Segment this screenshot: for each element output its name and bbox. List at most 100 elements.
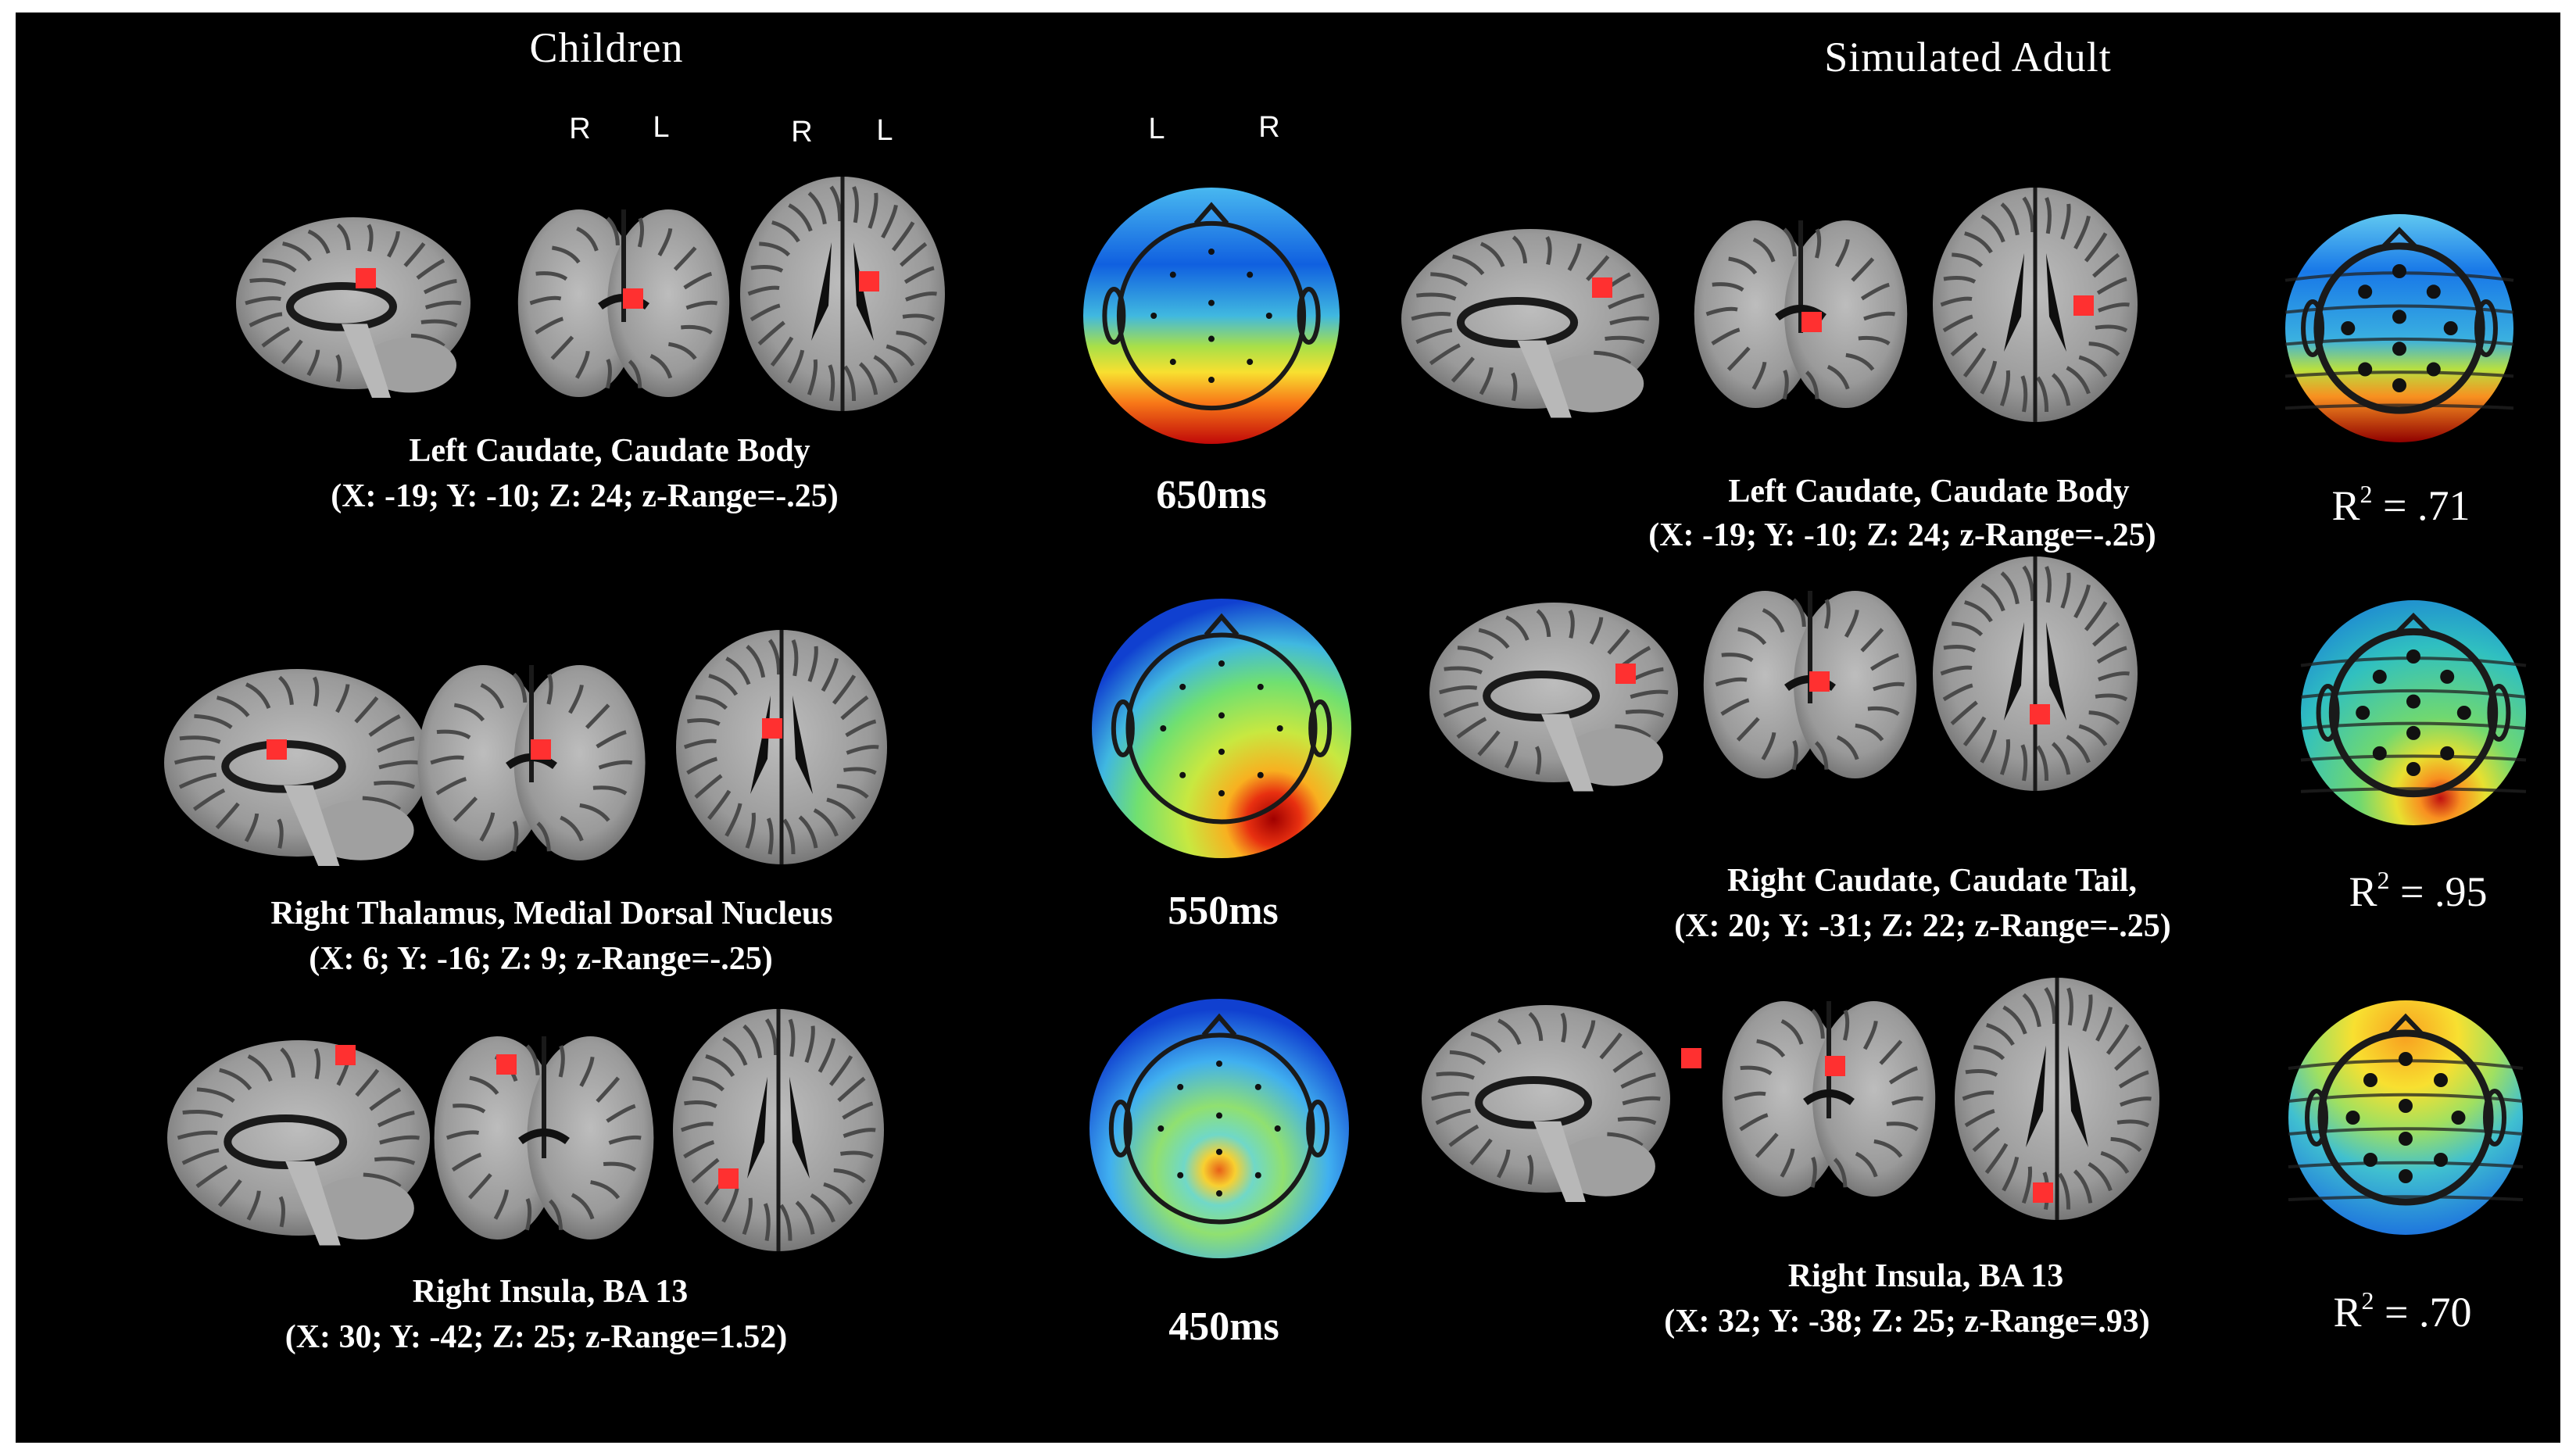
adult-row1-coronal [1694, 220, 1908, 408]
activation-marker [1592, 277, 1612, 298]
head-outline [1123, 1032, 1315, 1225]
children-row1-topomap [1083, 188, 1340, 444]
electrode [1276, 725, 1283, 732]
activation-marker [267, 739, 287, 760]
electrode [2392, 342, 2406, 356]
electrode [2392, 378, 2406, 392]
left-hemisphere [1703, 591, 1826, 778]
electrode [1208, 377, 1215, 383]
contour-line [2284, 403, 2514, 410]
electrode [1218, 748, 1225, 755]
electrode [1216, 1190, 1222, 1197]
electrode [1208, 299, 1215, 306]
electrode [2406, 694, 2420, 709]
adult-row3-axial [1955, 978, 2159, 1220]
activation-marker [356, 268, 376, 288]
right-ear [1297, 287, 1321, 345]
adult-row1-region: Left Caudate, Caudate Body [1728, 474, 2130, 510]
children-row2-time: 550ms [1168, 889, 1279, 933]
electrode [2406, 649, 2420, 664]
activation-marker [1615, 664, 1636, 684]
electrode [1247, 359, 1254, 366]
children-row3-coords: (X: 30; Y: -42; Z: 25; z-Range=1.52) [284, 1319, 788, 1355]
cerebellum [309, 1177, 414, 1240]
adult-row1-sagittal [1401, 229, 1659, 418]
left-ear [1108, 1100, 1132, 1157]
electrode [2372, 746, 2387, 760]
contour-line [2288, 1161, 2524, 1168]
contour-line [2288, 1195, 2524, 1201]
electrode [2345, 1111, 2360, 1125]
right-ear [1308, 699, 1333, 757]
right-hemisphere [1812, 1001, 1936, 1197]
electrode [1179, 771, 1186, 778]
left-ear [2305, 1089, 2328, 1147]
simulated-adult-header: Simulated Adult [1824, 34, 2112, 80]
ventricles [1803, 1089, 1855, 1106]
brainstem [1541, 714, 1594, 792]
right-hemisphere [607, 209, 730, 397]
electrode [1157, 1125, 1165, 1132]
cerebellum [1540, 355, 1644, 413]
adult-row2-region: Right Caudate, Caudate Tail, [1727, 863, 2137, 899]
electrode [2392, 264, 2406, 278]
adult-row2-axial [1933, 556, 2138, 791]
children-row1-axial [740, 177, 945, 411]
right-ear [2487, 684, 2511, 742]
head-outline [1125, 632, 1318, 825]
coronal-right-label: R [569, 113, 591, 145]
electrode [2440, 669, 2455, 684]
right-hemisphere [513, 665, 646, 860]
children-row2-coords: (X: 6; Y: -16; Z: 9; z-Range=-.25) [309, 941, 773, 977]
left-hemisphere [417, 665, 549, 860]
nose-marker [2395, 612, 2431, 634]
electrode [2399, 1132, 2413, 1146]
electrode [1218, 712, 1225, 719]
electrode [2358, 362, 2373, 377]
lateral-ventricles [2004, 253, 2066, 352]
children-row3-coronal [434, 1036, 654, 1240]
electrode [1208, 335, 1215, 342]
head-outline [1116, 220, 1307, 411]
electrode [2392, 309, 2406, 324]
activation-marker [531, 739, 551, 760]
electrode [2399, 1099, 2413, 1113]
brainstem [285, 1161, 341, 1246]
activation-marker [859, 271, 879, 292]
lateral-ventricles [2026, 1045, 2088, 1147]
electrode [1150, 313, 1157, 319]
children-row2-topomap [1092, 599, 1351, 858]
electrode [2426, 362, 2441, 377]
electrode [1177, 1172, 1184, 1179]
electrode [1169, 271, 1176, 278]
electrode [2399, 1052, 2413, 1066]
cerebellum [1555, 1136, 1655, 1197]
corpus-callosum [1475, 1076, 1593, 1129]
adult-row3-topomap [2288, 1000, 2524, 1235]
children-row3-axial [673, 1009, 884, 1251]
adult-row2-coords: (X: 20; Y: -31; Z: 22; z-Range=-.25) [1674, 908, 2171, 944]
electrode [2363, 1073, 2377, 1087]
electrode [2372, 669, 2387, 684]
topomap-right-label: R [1258, 111, 1280, 144]
contour-line [2300, 754, 2527, 762]
right-ear [2483, 1089, 2506, 1147]
electrode [2426, 284, 2441, 299]
adult-row3-coronal [1722, 1001, 1936, 1197]
coronal-left-label: L [653, 111, 670, 144]
contour-line [2300, 689, 2527, 699]
activation-marker [2030, 704, 2050, 724]
electrode [1218, 660, 1225, 667]
activation-marker [718, 1168, 739, 1189]
electrode [2358, 284, 2373, 299]
electrode [2456, 706, 2471, 720]
left-ear [1102, 287, 1126, 345]
right-hemisphere [1794, 591, 1917, 778]
children-row2-region: Right Thalamus, Medial Dorsal Nucleus [270, 896, 833, 932]
activation-marker [1809, 671, 1830, 692]
left-ear [2301, 299, 2325, 357]
children-row3-time: 450ms [1168, 1304, 1279, 1349]
activation-marker [2073, 295, 2094, 316]
activation-marker [2033, 1182, 2053, 1203]
children-row1-region: Left Caudate, Caudate Body [409, 433, 810, 469]
